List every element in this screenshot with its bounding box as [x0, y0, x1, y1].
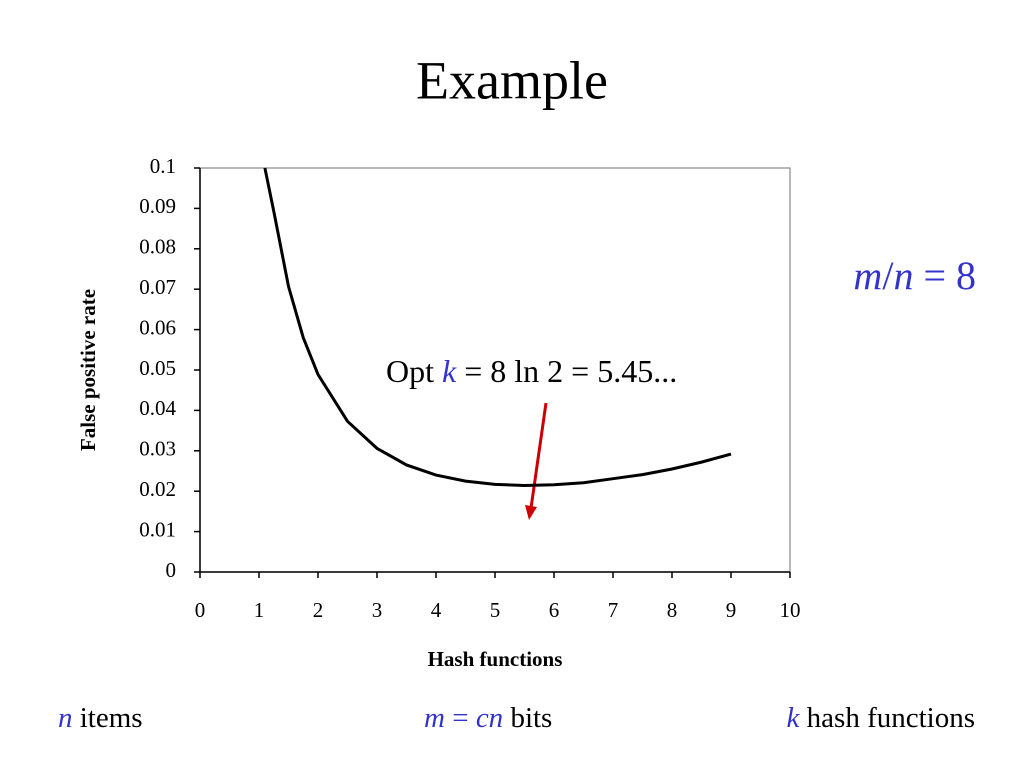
- x-tick-label: 2: [313, 598, 324, 622]
- footer-items: n items: [58, 702, 143, 734]
- x-tick-label: 3: [372, 598, 383, 622]
- arrow-head: [525, 505, 537, 520]
- x-tick-label: 6: [549, 598, 560, 622]
- x-tick-label: 7: [608, 598, 619, 622]
- footer-var: k: [787, 702, 801, 734]
- note-part: /: [882, 253, 894, 298]
- footer-text: bits: [503, 702, 552, 734]
- y-tick-label: 0: [166, 558, 177, 582]
- x-tick-label: 1: [254, 598, 265, 622]
- x-axis-label: Hash functions: [428, 647, 563, 671]
- annotation-var: k: [442, 353, 457, 389]
- y-tick-label: 0.03: [139, 437, 176, 461]
- x-tick-label: 8: [667, 598, 678, 622]
- y-tick-label: 0.01: [139, 517, 176, 541]
- annotation-text: = 8 ln 2 = 5.45...: [456, 353, 677, 389]
- x-tick-label: 9: [726, 598, 737, 622]
- y-tick-label: 0.07: [139, 275, 176, 299]
- slide-title: Example: [416, 50, 608, 110]
- footer-text: =: [445, 702, 476, 734]
- footer-var: m: [424, 702, 445, 734]
- note-part: m: [853, 253, 882, 298]
- footer-text: items: [73, 702, 143, 734]
- y-tick-label: 0.02: [139, 477, 176, 501]
- y-axis-label: False positive rate: [76, 289, 100, 451]
- x-tick-label: 4: [431, 598, 442, 622]
- footer-hashes: k hash functions: [787, 702, 975, 734]
- side-note: m/n = 8: [853, 253, 976, 298]
- y-tick-label: 0.08: [139, 235, 176, 259]
- y-tick-label: 0.05: [139, 356, 176, 380]
- y-tick-label: 0.06: [139, 315, 176, 339]
- footer-var: n: [58, 702, 73, 734]
- x-tick-label: 10: [780, 598, 801, 622]
- x-tick-label: 0: [195, 598, 206, 622]
- y-tick-label: 0.09: [139, 194, 176, 218]
- annotation: Opt k = 8 ln 2 = 5.45...: [386, 353, 677, 389]
- y-tick-label: 0.04: [139, 396, 176, 420]
- data-line: [263, 167, 732, 488]
- arrow-shaft: [529, 402, 548, 509]
- x-tick-label: 5: [490, 598, 501, 622]
- y-tick-label: 0.1: [150, 154, 176, 178]
- footer-bits: m = cn bits: [424, 702, 552, 734]
- footer-text: hash functions: [799, 702, 975, 734]
- footer-var: cn: [476, 702, 503, 734]
- note-part: = 8: [913, 253, 976, 298]
- annotation-text: Opt: [386, 353, 442, 389]
- note-part: n: [893, 253, 913, 298]
